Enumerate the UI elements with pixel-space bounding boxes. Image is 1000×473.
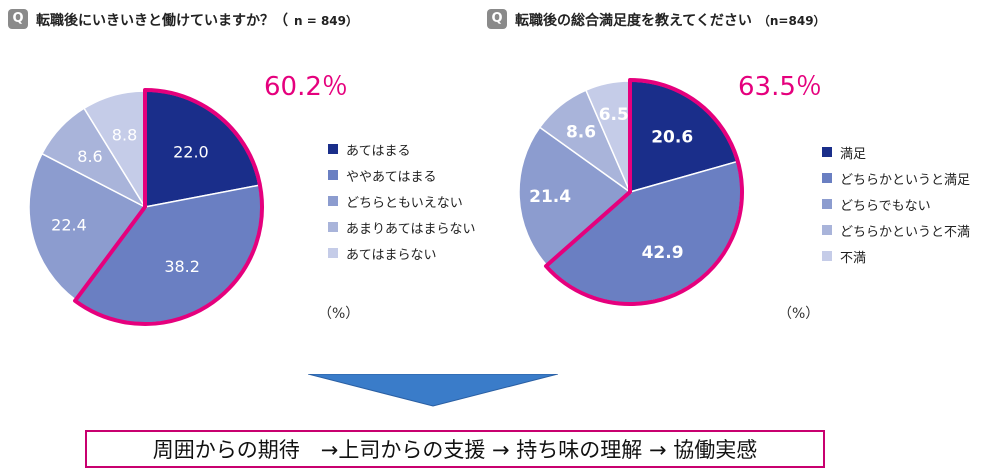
- chart1-legend-swatch-3: [328, 196, 338, 206]
- chart2-legend-swatch-3: [822, 199, 832, 209]
- chart1-legend-swatch-1: [328, 144, 338, 154]
- chart2-legend-label-4: どちらかというと不満: [840, 224, 971, 240]
- chart1-highlight-outline: [73, 88, 264, 326]
- chart2-sample-size: （n=849）: [757, 14, 826, 28]
- chart1-title-text: 転職後にいきいきと働けていますか？（: [36, 13, 288, 29]
- chart2-title-text: 転職後の総合満足度を教えてください: [515, 13, 752, 29]
- chart2-legend-label-3: どちらでもない: [840, 198, 931, 214]
- down-arrow-shape: [308, 374, 558, 407]
- chart2-value-label-2: 42.9: [642, 243, 684, 263]
- chart1-legend-swatch-4: [328, 222, 338, 232]
- question-badge-1: Q: [8, 9, 28, 29]
- chart1-value-label-5: 8.8: [112, 126, 137, 145]
- chart2-legend-swatch-1: [822, 147, 832, 157]
- chart1-value-label-2: 38.2: [164, 257, 200, 276]
- chart2-title: 転職後の総合満足度を教えてください （n=849）: [515, 10, 826, 30]
- chart1-legend-item-4: あまりあてはまらない: [328, 214, 475, 240]
- chart2-legend-item-3: どちらでもない: [822, 191, 970, 217]
- question-badge-2: Q: [487, 9, 507, 29]
- chart1-highlight-percent: 60.2％: [264, 72, 348, 102]
- chart1-unit: （%）: [318, 306, 360, 322]
- chart2-legend-item-4: どちらかというと不満: [822, 217, 970, 243]
- chart2-legend-item-2: どちらかというと満足: [822, 165, 970, 191]
- chart2-legend-label-1: 満足: [840, 146, 867, 162]
- conclusion-box: 周囲からの期待 →上司からの支援 → 持ち味の理解 → 協働実感: [85, 430, 825, 468]
- chart1-legend-swatch-5: [328, 248, 338, 258]
- chart2-legend-swatch-2: [822, 173, 832, 183]
- chart2-legend-swatch-5: [822, 251, 832, 261]
- chart2-value-label-1: 20.6: [651, 127, 693, 147]
- chart1-legend-label-4: あまりあてはまらない: [346, 221, 476, 237]
- down-arrow-icon: [308, 374, 558, 407]
- chart2-value-label-4: 8.6: [566, 122, 596, 142]
- chart1-legend-item-2: ややあてはまる: [328, 162, 475, 188]
- chart2-legend-label-2: どちらかというと満足: [840, 172, 971, 188]
- chart2-pie: 20.6 42.9 21.4 8.66.5: [518, 78, 744, 306]
- chart2-legend-item-1: 満足: [822, 139, 970, 165]
- chart2-value-label-5: 6.5: [599, 105, 629, 125]
- chart1-value-label-3: 22.4: [51, 215, 87, 234]
- chart2-slice-3: [518, 126, 632, 267]
- chart1-legend-item-3: どちらともいえない: [328, 188, 475, 214]
- chart1-legend-item-5: あてはまらない: [328, 240, 475, 266]
- chart1-title: 転職後にいきいきと働けていますか？（ n = 849）: [36, 10, 358, 30]
- chart1-value-label-4: 8.6: [77, 147, 102, 166]
- chart2-unit: （%）: [778, 306, 820, 322]
- chart1-legend-label-1: あてはまる: [346, 143, 411, 159]
- chart1-slice-3: [28, 152, 147, 302]
- chart1-legend-label-2: ややあてはまる: [346, 169, 437, 185]
- chart1-legend-label-5: あてはまらない: [346, 247, 437, 263]
- chart2-highlight-percent: 63.5％: [738, 72, 822, 102]
- conclusion-text: 周囲からの期待 →上司からの支援 → 持ち味の理解 → 協働実感: [152, 438, 758, 462]
- chart2-highlight-outline: [543, 78, 744, 306]
- chart1-legend-swatch-2: [328, 170, 338, 180]
- chart1-legend-item-1: あてはまる: [328, 136, 475, 162]
- chart1-legend: あてはまるややあてはまるどちらともいえない あまりあてはまらない あてはまらない: [328, 136, 475, 266]
- chart2-value-label-3: 21.4: [529, 187, 571, 207]
- chart1-pie: 22.0 38.2 22.4 8.6 8.8: [28, 88, 264, 326]
- chart1-value-label-1: 22.0: [173, 142, 209, 161]
- chart2-legend: 満足どちらかというと満足 どちらでもないどちらかというと不満 不満: [822, 139, 970, 269]
- chart1-legend-label-3: どちらともいえない: [346, 195, 463, 211]
- chart2-legend-swatch-4: [822, 225, 832, 235]
- chart1-sample-size: n = 849）: [294, 14, 359, 28]
- chart2-legend-item-5: 不満: [822, 243, 970, 269]
- chart2-legend-label-5: 不満: [840, 250, 867, 266]
